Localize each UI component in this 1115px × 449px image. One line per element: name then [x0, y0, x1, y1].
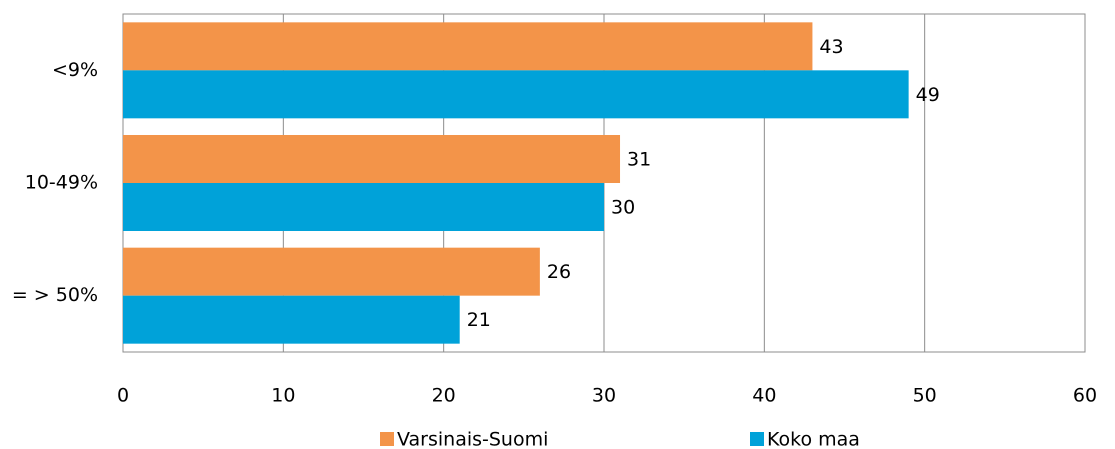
x-tick-label: 0 — [117, 385, 129, 407]
value-label: 21 — [467, 309, 491, 331]
x-tick-label: 20 — [432, 385, 456, 407]
legend-label: Koko maa — [767, 429, 860, 449]
bar — [123, 247, 540, 296]
value-label: 30 — [611, 197, 635, 219]
value-label: 26 — [547, 261, 571, 283]
value-label: 43 — [819, 36, 843, 58]
x-tick-label: 10 — [271, 385, 295, 407]
x-tick-label: 50 — [913, 385, 937, 407]
y-tick-label: 10-49% — [25, 172, 98, 194]
value-label: 31 — [627, 149, 651, 171]
x-tick-label: 60 — [1073, 385, 1097, 407]
bar — [123, 22, 813, 71]
legend-label: Varsinais-Suomi — [397, 429, 548, 449]
value-label: 49 — [916, 84, 940, 106]
bar — [123, 70, 909, 119]
bar — [123, 183, 604, 231]
x-tick-label: 30 — [592, 385, 616, 407]
x-tick-label: 40 — [752, 385, 776, 407]
legend-swatch — [750, 432, 764, 446]
bar — [123, 135, 621, 183]
y-tick-label: = > 50% — [12, 284, 98, 306]
legend-swatch — [380, 432, 394, 446]
y-tick-label: <9% — [52, 59, 98, 81]
bar — [123, 295, 460, 344]
